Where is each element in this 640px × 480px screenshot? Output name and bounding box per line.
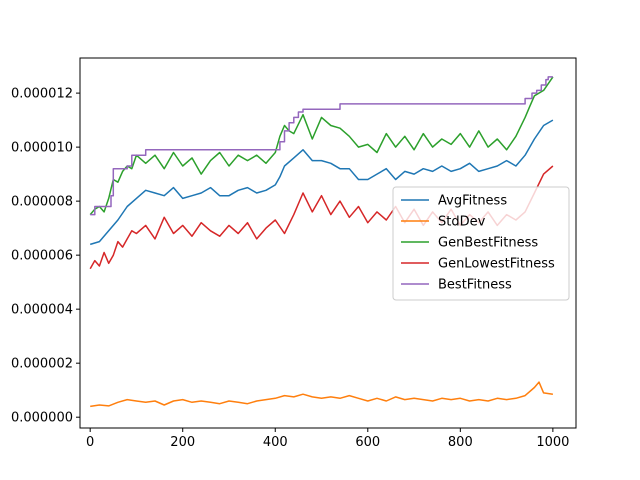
x-tick-label: 200 (170, 435, 195, 450)
x-tick-label: 0 (86, 435, 94, 450)
y-tick-label: 0.000012 (11, 87, 73, 102)
y-tick-label: 0.000006 (11, 249, 73, 264)
series-line-bestfitness (90, 76, 553, 216)
y-tick-label: 0.000002 (11, 357, 73, 372)
y-tick-label: 0.000000 (11, 411, 73, 426)
series-layer (89, 76, 554, 408)
x-tick-label: 800 (448, 435, 473, 450)
series-line-stddev (90, 381, 554, 408)
series-line-genbestfitness (89, 76, 554, 216)
y-tick-label: 0.000008 (11, 195, 73, 210)
legend: AvgFitness StdDev GenBestFitness GenLowestF… (392, 186, 570, 301)
legend-label-genlowestfitness: GenLowestFitness (438, 257, 555, 272)
x-tick-label: 400 (263, 435, 288, 450)
legend-label-bestfitness: BestFitness (438, 278, 512, 293)
legend-label-stddev: StdDev (438, 215, 486, 230)
legend-label-avgfitness: AvgFitness (438, 194, 507, 209)
x-axis: 0 200 400 600 800 1000 (86, 428, 569, 450)
x-tick-label: 600 (355, 435, 380, 450)
y-tick-label: 0.000004 (11, 303, 73, 318)
y-axis: 0.000000 0.000002 0.000004 0.000006 0.000008… (11, 87, 80, 426)
legend-box (392, 186, 570, 301)
plot-frame (79, 57, 577, 429)
y-tick-label: 0.000010 (11, 141, 73, 156)
series-line-avgfitness (89, 119, 554, 246)
x-tick-label: 1000 (536, 435, 569, 450)
legend-label-genbestfitness: GenBestFitness (438, 236, 538, 251)
